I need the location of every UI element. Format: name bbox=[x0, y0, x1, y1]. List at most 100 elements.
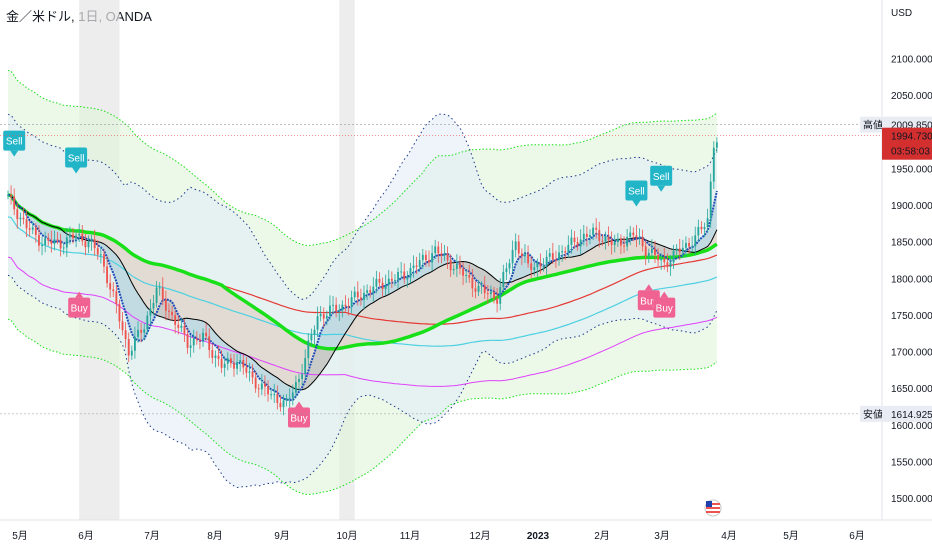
candle-body bbox=[530, 263, 533, 270]
current-price-bg bbox=[882, 127, 932, 160]
candle-body bbox=[127, 339, 130, 356]
candle-body bbox=[384, 284, 387, 290]
currency-label: USD bbox=[891, 8, 912, 19]
sell-signal: Sell bbox=[3, 130, 26, 157]
candle-body bbox=[366, 290, 369, 293]
candle-body bbox=[533, 267, 536, 270]
x-tick-label: 10月 bbox=[336, 530, 357, 542]
candle-body bbox=[623, 245, 625, 247]
candle-body bbox=[412, 265, 415, 269]
candle-body bbox=[245, 367, 248, 373]
candle-body bbox=[118, 303, 121, 322]
candle-body bbox=[629, 232, 632, 237]
candle-body bbox=[685, 242, 687, 248]
candle-body bbox=[226, 358, 229, 364]
candle-body bbox=[675, 248, 678, 251]
candle-body bbox=[208, 336, 211, 351]
candle-body bbox=[632, 232, 635, 236]
candle-body bbox=[112, 289, 115, 292]
dotted-band-lower bbox=[7, 274, 718, 489]
candle-body bbox=[524, 254, 526, 257]
signal-label: Sell bbox=[6, 137, 23, 148]
candle-body bbox=[99, 254, 102, 256]
price-marker-value: 1614.925 bbox=[891, 410, 932, 421]
candle-body bbox=[319, 314, 322, 317]
candle-body bbox=[301, 374, 304, 379]
candle-body bbox=[567, 244, 570, 253]
buy-signal: Buy bbox=[287, 401, 310, 428]
y-tick-label: 2100.000 bbox=[891, 55, 932, 66]
signal-label: Buy bbox=[656, 304, 673, 315]
candle-body bbox=[124, 330, 127, 340]
candle-body bbox=[205, 332, 208, 337]
candle-body bbox=[248, 371, 251, 373]
candle-body bbox=[592, 227, 595, 236]
candle-body bbox=[452, 268, 455, 271]
candle-body bbox=[505, 268, 508, 273]
candle-body bbox=[558, 252, 560, 260]
candle-body bbox=[468, 275, 471, 278]
candle-body bbox=[459, 263, 461, 269]
moving-averages bbox=[7, 69, 718, 496]
x-tick-label: 8月 bbox=[207, 530, 223, 542]
candle-body bbox=[517, 241, 520, 254]
candle-body bbox=[428, 259, 430, 263]
candle-body bbox=[25, 219, 28, 229]
candle-body bbox=[489, 292, 492, 295]
price-marker-label-bg bbox=[860, 405, 882, 422]
us-flag-icon bbox=[704, 499, 722, 517]
candle-body bbox=[133, 336, 136, 351]
candle-body bbox=[335, 304, 338, 312]
candle-body bbox=[539, 262, 542, 267]
y-tick-label: 2050.000 bbox=[891, 91, 932, 102]
candle-body bbox=[620, 238, 622, 246]
candle-body bbox=[415, 265, 418, 267]
signal-badge bbox=[625, 180, 648, 201]
sell-signal: Sell bbox=[650, 165, 673, 192]
candle-body bbox=[164, 299, 167, 311]
candle-body bbox=[712, 147, 715, 182]
signal-badge bbox=[65, 147, 88, 168]
y-tick-label: 1600.000 bbox=[891, 421, 932, 432]
candle-body bbox=[325, 315, 328, 319]
candle-body bbox=[56, 239, 59, 241]
signal-label: Buy bbox=[290, 413, 307, 424]
candle-body bbox=[654, 248, 656, 255]
x-tick-label: 7月 bbox=[144, 530, 160, 542]
signal-pointer bbox=[75, 291, 84, 298]
candle-body bbox=[217, 355, 220, 359]
candle-body bbox=[298, 378, 300, 383]
signal-label: Sell bbox=[68, 153, 85, 164]
candle-body bbox=[499, 287, 502, 304]
y-tick-label: 1850.000 bbox=[891, 238, 932, 249]
candle-body bbox=[195, 338, 198, 340]
sell-signal: Sell bbox=[625, 180, 648, 207]
candle-body bbox=[115, 291, 118, 304]
candle-body bbox=[527, 254, 529, 264]
candle-body bbox=[598, 229, 601, 241]
candle-body bbox=[155, 287, 158, 304]
x-tick-label: 4月 bbox=[721, 530, 737, 542]
candle-body bbox=[347, 306, 350, 308]
candle-body bbox=[44, 238, 47, 245]
candle-body bbox=[381, 282, 384, 290]
candle-body bbox=[214, 355, 217, 358]
candle-body bbox=[192, 338, 195, 346]
candle-body bbox=[338, 310, 341, 312]
signal-badge bbox=[3, 130, 26, 151]
y-tick-label: 1550.000 bbox=[891, 457, 932, 468]
candle-body bbox=[390, 278, 393, 281]
candle-body bbox=[418, 260, 421, 267]
candle-body bbox=[322, 314, 325, 319]
candle-body bbox=[561, 251, 564, 253]
candle-body bbox=[409, 268, 412, 278]
signal-badge bbox=[68, 297, 91, 318]
price-marker-value: 2009.850 bbox=[891, 121, 932, 132]
x-tick-label: 2月 bbox=[594, 530, 610, 542]
candle-body bbox=[279, 402, 282, 408]
candle-body bbox=[607, 236, 610, 241]
candle-body bbox=[431, 253, 434, 263]
